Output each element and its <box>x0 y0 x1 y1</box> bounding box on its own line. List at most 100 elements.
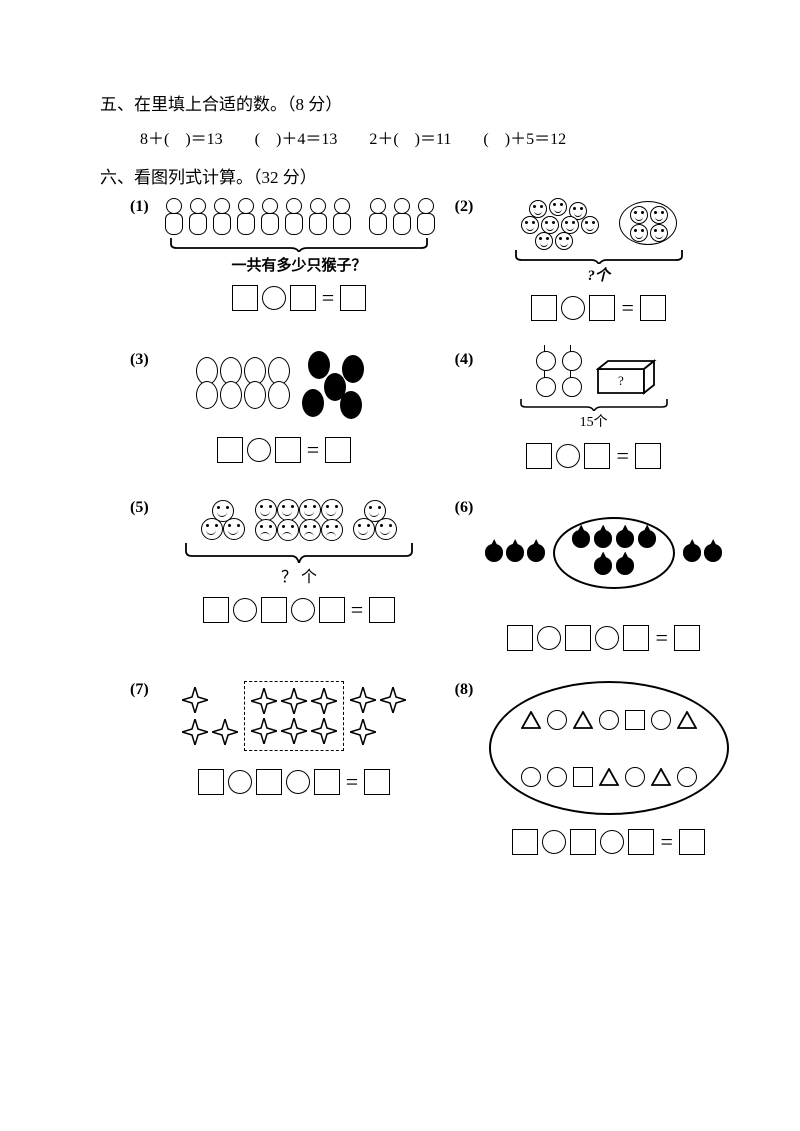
blank-square[interactable] <box>275 437 301 463</box>
monkey-icon <box>234 198 256 236</box>
sad-face-icon <box>321 519 343 541</box>
blank-circle[interactable] <box>542 830 566 854</box>
star-icon <box>212 719 238 745</box>
monkey-icon <box>258 198 280 236</box>
happy-face-icon <box>255 499 277 521</box>
problem-8-blanks: = <box>489 829 729 855</box>
problem-1-caption: 一共有多少只猴子？ <box>231 254 366 275</box>
smiley-icon <box>630 206 648 224</box>
blank-square[interactable] <box>290 285 316 311</box>
happy-face-icon <box>375 518 397 540</box>
bracket-icon <box>519 397 669 411</box>
section-6-heading: 六、看图列式计算。（32 分） <box>100 163 730 188</box>
problem-3-figure <box>164 351 404 415</box>
problem-6: (6) <box>455 499 730 651</box>
star-icon <box>182 687 208 713</box>
problem-4: (4) <box>455 351 730 469</box>
face-triad-1 <box>201 500 245 540</box>
monkey-icon <box>390 198 412 236</box>
blank-square[interactable] <box>565 625 591 651</box>
blank-square[interactable] <box>507 625 533 651</box>
problem-row-1: (1) <box>130 198 730 321</box>
blank-circle[interactable] <box>600 830 624 854</box>
blank-square[interactable] <box>314 769 340 795</box>
blank-square[interactable] <box>640 295 666 321</box>
blank-square[interactable] <box>340 285 366 311</box>
star-icon <box>251 688 277 714</box>
star-icon <box>281 688 307 714</box>
face-triad-2 <box>353 500 397 540</box>
problem-6-figure <box>489 499 719 589</box>
bracket-icon <box>184 541 414 563</box>
circle-icon <box>677 767 697 787</box>
problem-8-number: (8) <box>455 681 485 699</box>
blank-circle[interactable] <box>286 770 310 794</box>
blank-circle[interactable] <box>537 626 561 650</box>
blank-square[interactable] <box>635 443 661 469</box>
blank-square[interactable] <box>531 295 557 321</box>
monkey-icon <box>366 198 388 236</box>
equals-sign: = <box>658 830 674 854</box>
problems-container: (1) <box>100 198 730 855</box>
smiley-icon <box>630 224 648 242</box>
blank-square[interactable] <box>570 829 596 855</box>
blank-circle[interactable] <box>556 444 580 468</box>
blank-square[interactable] <box>589 295 615 321</box>
filled-oval-icon <box>342 355 364 383</box>
blank-square[interactable] <box>364 769 390 795</box>
blank-square[interactable] <box>217 437 243 463</box>
berry-icon <box>506 544 524 562</box>
open-oval-icon <box>244 381 266 409</box>
blank-square[interactable] <box>203 597 229 623</box>
blank-square[interactable] <box>198 769 224 795</box>
happy-face-icon <box>353 518 375 540</box>
blank-circle[interactable] <box>291 598 315 622</box>
balloon-group <box>536 351 582 397</box>
monkey-group-right <box>366 198 436 236</box>
blank-circle[interactable] <box>233 598 257 622</box>
monkey-icon <box>186 198 208 236</box>
problem-row-3: (5) <box>130 499 730 651</box>
blank-square[interactable] <box>369 597 395 623</box>
sad-face-icon <box>277 519 299 541</box>
blank-square[interactable] <box>628 829 654 855</box>
blank-square[interactable] <box>679 829 705 855</box>
square-icon <box>573 767 593 787</box>
berry-icon <box>616 557 634 575</box>
blank-circle[interactable] <box>561 296 585 320</box>
blank-square[interactable] <box>319 597 345 623</box>
circle-icon <box>599 710 619 730</box>
blank-square[interactable] <box>256 769 282 795</box>
monkey-icon <box>330 198 352 236</box>
open-oval-icon <box>268 381 290 409</box>
box-icon: ? <box>596 359 652 389</box>
blank-circle[interactable] <box>247 438 271 462</box>
berry-icon <box>527 544 545 562</box>
berry-circle-group <box>553 517 675 589</box>
blank-square[interactable] <box>232 285 258 311</box>
blank-square[interactable] <box>623 625 649 651</box>
blank-circle[interactable] <box>228 770 252 794</box>
equals-sign: = <box>619 296 635 320</box>
blank-square[interactable] <box>526 443 552 469</box>
blank-square[interactable] <box>584 443 610 469</box>
triangle-icon <box>573 711 593 729</box>
equals-sign: = <box>344 770 360 794</box>
berry-icon <box>594 557 612 575</box>
blank-square[interactable] <box>674 625 700 651</box>
equals-sign: = <box>320 286 336 310</box>
circle-icon <box>625 767 645 787</box>
blank-square[interactable] <box>512 829 538 855</box>
blank-circle[interactable] <box>595 626 619 650</box>
smiley-icon <box>555 232 573 250</box>
star-icon <box>350 687 376 713</box>
equals-sign: = <box>349 598 365 622</box>
blank-square[interactable] <box>261 597 287 623</box>
filled-oval-icon <box>308 351 330 379</box>
blank-square[interactable] <box>325 437 351 463</box>
eq-4: ( )＋5＝12 <box>483 131 566 148</box>
blank-circle[interactable] <box>262 286 286 310</box>
problem-4-figure: ? 15个 <box>489 351 699 431</box>
bracket-icon <box>169 236 429 252</box>
problem-4-caption: 15个 <box>580 411 608 431</box>
